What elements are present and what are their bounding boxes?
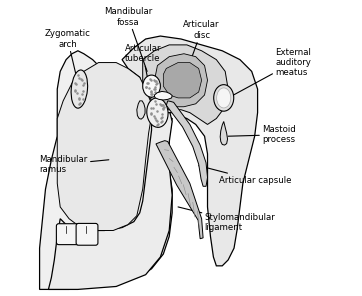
Polygon shape [155,91,172,100]
Text: Articular
tubercle: Articular tubercle [125,44,161,98]
Polygon shape [166,101,207,186]
Polygon shape [153,102,165,116]
Text: External
auditory
meatus: External auditory meatus [228,48,311,98]
FancyBboxPatch shape [76,223,98,245]
Ellipse shape [216,88,231,108]
Polygon shape [156,141,203,239]
Ellipse shape [147,98,168,127]
Text: Mandibular
ramus: Mandibular ramus [39,155,109,174]
Polygon shape [49,110,172,289]
Ellipse shape [71,70,88,108]
Ellipse shape [214,85,234,111]
Polygon shape [137,101,145,119]
Polygon shape [39,51,172,289]
FancyBboxPatch shape [56,224,79,244]
Polygon shape [143,45,228,124]
Text: Stylomandibular
ligament: Stylomandibular ligament [178,207,275,232]
Ellipse shape [143,75,160,97]
Polygon shape [122,36,258,266]
Polygon shape [57,62,152,231]
Text: Articular capsule: Articular capsule [199,166,292,185]
Text: Mandibular
fossa: Mandibular fossa [104,7,152,71]
Polygon shape [155,54,207,107]
Text: Articular
disc: Articular disc [182,20,220,83]
Polygon shape [163,62,202,98]
Text: Mastoid
process: Mastoid process [228,125,296,144]
Text: Zygomatic
arch: Zygomatic arch [45,29,90,89]
Polygon shape [220,121,228,145]
